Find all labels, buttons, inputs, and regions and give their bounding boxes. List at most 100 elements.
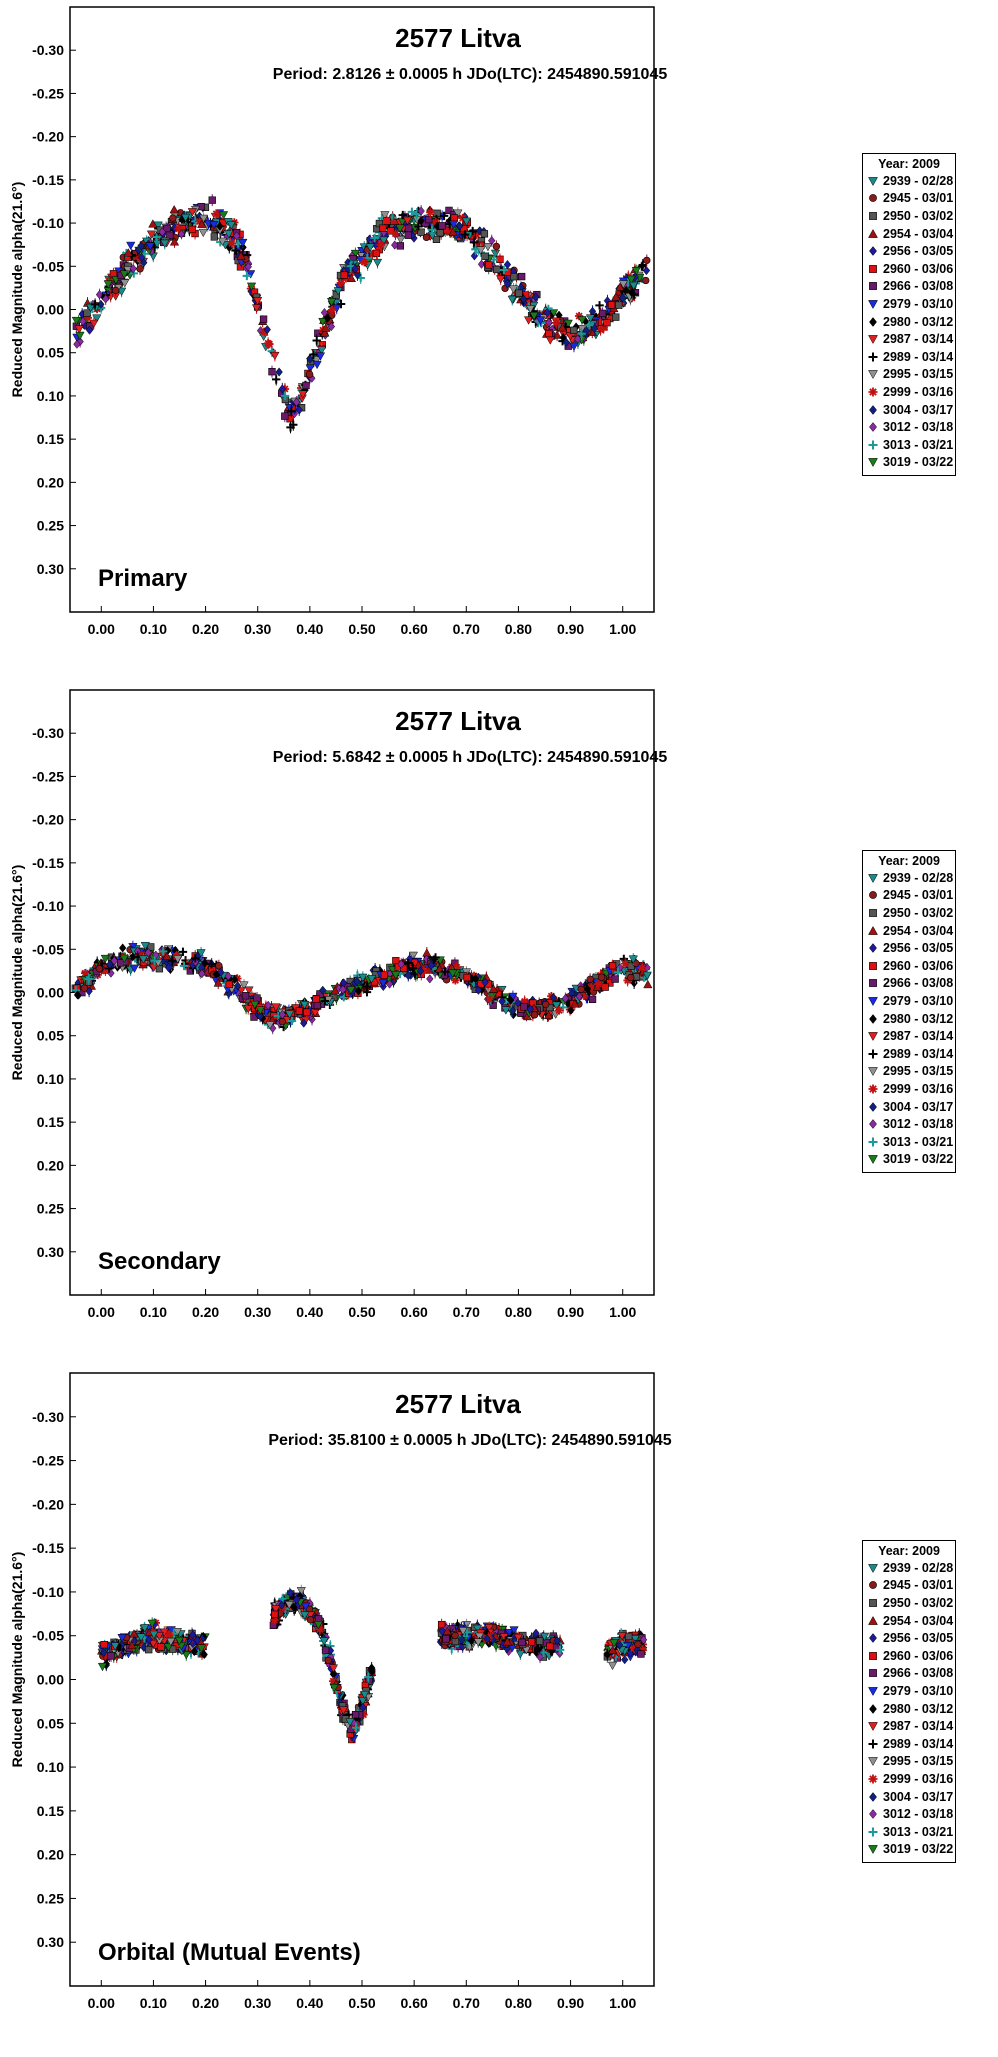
data-point bbox=[241, 992, 250, 1000]
legend-marker-icon bbox=[869, 246, 877, 257]
data-point bbox=[615, 1640, 624, 1650]
legend-entry: 2989 - 03/14 bbox=[863, 348, 955, 366]
legend-marker-icon bbox=[869, 943, 877, 954]
data-point bbox=[191, 954, 200, 963]
legend-entry: 2954 - 03/04 bbox=[863, 922, 955, 940]
data-point bbox=[586, 323, 595, 332]
data-point bbox=[535, 316, 546, 325]
data-point bbox=[555, 1645, 565, 1655]
data-point bbox=[136, 265, 144, 273]
data-point bbox=[147, 1619, 157, 1629]
y-tick-label: -0.20 bbox=[32, 1496, 64, 1512]
data-point bbox=[84, 974, 93, 984]
data-point bbox=[287, 1016, 297, 1026]
x-tick-label: 0.80 bbox=[505, 1304, 532, 1320]
y-tick-label: -0.10 bbox=[32, 215, 64, 231]
legend-label: 2979 - 03/10 bbox=[883, 296, 954, 311]
data-point bbox=[146, 230, 157, 239]
data-point bbox=[439, 211, 449, 221]
data-point bbox=[483, 1634, 491, 1644]
data-point bbox=[445, 227, 455, 236]
legend-marker-icon bbox=[868, 458, 878, 468]
data-point bbox=[445, 206, 453, 215]
data-point bbox=[298, 390, 308, 399]
data-point bbox=[532, 1628, 540, 1638]
x-tick-label: 0.40 bbox=[296, 1995, 323, 2011]
legend-label: 2980 - 03/12 bbox=[883, 314, 954, 329]
data-point bbox=[509, 1006, 517, 1016]
data-point bbox=[119, 270, 129, 279]
data-point bbox=[318, 317, 328, 327]
data-point bbox=[328, 1664, 339, 1673]
data-point bbox=[177, 229, 186, 239]
legend-entry: 2999 - 03/16 bbox=[863, 383, 955, 401]
legend-entry: 2945 - 03/01 bbox=[863, 1577, 955, 1595]
data-point bbox=[519, 294, 528, 304]
data-point bbox=[536, 1637, 544, 1645]
data-point bbox=[317, 346, 327, 355]
data-point bbox=[383, 217, 391, 225]
data-point bbox=[238, 238, 248, 248]
data-point bbox=[296, 1587, 306, 1596]
data-point bbox=[637, 1650, 645, 1658]
data-point bbox=[471, 1632, 480, 1641]
data-point bbox=[136, 950, 145, 960]
legend-marker-icon bbox=[868, 1615, 878, 1625]
x-tick-label: 0.70 bbox=[453, 621, 480, 637]
data-point bbox=[80, 984, 89, 992]
data-point bbox=[119, 954, 129, 964]
y-tick-label: -0.30 bbox=[32, 725, 64, 741]
data-point bbox=[530, 1011, 539, 1019]
legend-marker-icon bbox=[869, 891, 877, 900]
legend-entry: 3012 - 03/18 bbox=[863, 418, 955, 436]
panel-label: Secondary bbox=[98, 1248, 221, 1275]
data-point bbox=[212, 969, 220, 979]
legend-marker-icon bbox=[868, 1032, 878, 1042]
data-point bbox=[510, 272, 518, 281]
data-point bbox=[246, 282, 257, 292]
data-point bbox=[611, 975, 619, 983]
plot-frame bbox=[69, 6, 655, 613]
legend-marker-icon bbox=[869, 1599, 877, 1607]
chart-subtitle: Period: 35.8100 ± 0.0005 h JDo(LTC): 245… bbox=[268, 1432, 671, 1449]
legend-entry: 2966 - 03/08 bbox=[863, 278, 955, 296]
legend-title: Year: 2009 bbox=[878, 854, 940, 868]
data-points bbox=[71, 940, 653, 1035]
legend-marker-icon bbox=[869, 1633, 877, 1644]
data-point bbox=[302, 381, 310, 390]
y-tick-label: 0.00 bbox=[37, 1672, 64, 1688]
data-point bbox=[129, 952, 137, 962]
data-point bbox=[481, 977, 489, 987]
data-point bbox=[554, 1006, 564, 1015]
data-point bbox=[603, 318, 611, 327]
data-point bbox=[110, 956, 118, 966]
data-point bbox=[607, 1645, 618, 1654]
y-tick-label: -0.20 bbox=[32, 812, 64, 828]
x-tick-label: 0.00 bbox=[88, 1995, 115, 2011]
data-point bbox=[642, 265, 651, 276]
panel-label: Primary bbox=[98, 565, 188, 592]
legend-entry: 2980 - 03/12 bbox=[863, 313, 955, 331]
x-tick-label: 0.70 bbox=[453, 1995, 480, 2011]
data-point bbox=[358, 1697, 368, 1706]
legend-label: 2980 - 03/12 bbox=[883, 1011, 954, 1026]
legend-entry: 2979 - 03/10 bbox=[863, 295, 955, 313]
data-point bbox=[545, 329, 553, 338]
y-tick-label: 0.00 bbox=[37, 985, 64, 1001]
legend-label: 2979 - 03/10 bbox=[883, 993, 954, 1008]
data-point bbox=[638, 1646, 647, 1655]
legend-title: Year: 2009 bbox=[878, 157, 940, 171]
data-point bbox=[496, 275, 506, 284]
data-point bbox=[190, 1646, 199, 1657]
x-tick-label: 0.90 bbox=[557, 621, 584, 637]
legend-label: 3013 - 03/21 bbox=[883, 1134, 954, 1149]
legend-marker-icon bbox=[869, 282, 877, 291]
data-point bbox=[637, 262, 646, 271]
data-point bbox=[628, 955, 638, 964]
data-point bbox=[372, 258, 383, 268]
data-point bbox=[168, 956, 177, 965]
x-tick-label: 0.90 bbox=[557, 1995, 584, 2011]
data-point bbox=[100, 1651, 110, 1661]
data-point bbox=[432, 235, 441, 244]
data-point bbox=[323, 313, 332, 323]
